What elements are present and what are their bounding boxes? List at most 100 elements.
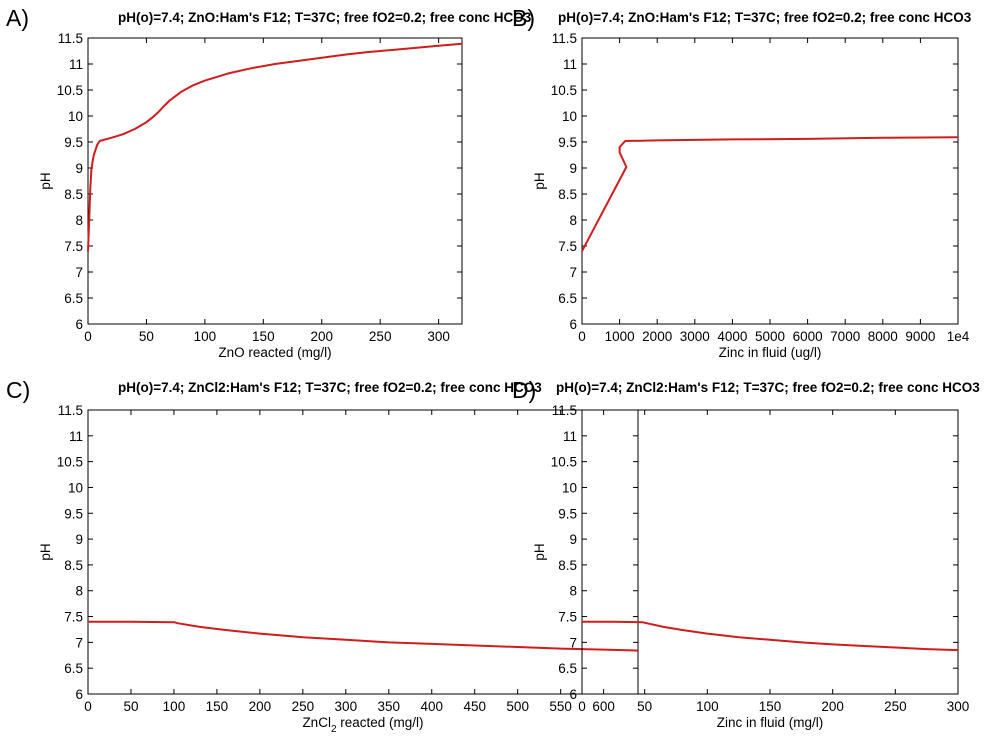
series-line-1	[88, 620, 639, 652]
y-tick-label: 11	[69, 57, 83, 72]
y-tick-label: 7	[75, 635, 83, 650]
y-tick-label: 7.5	[558, 610, 577, 625]
panel-letter: B)	[512, 5, 535, 31]
y-tick-label: 8	[75, 584, 83, 599]
x-tick-label: 150	[759, 699, 782, 714]
x-axis-label-text: ZnO reacted (mg/l)	[218, 345, 331, 360]
chart-title: pH(o)=7.4; ZnCl2:Ham's F12; T=37C; free …	[556, 380, 980, 395]
x-tick-label: 250	[884, 699, 907, 714]
y-tick-label: 10.5	[57, 455, 83, 470]
y-tick-label: 6.5	[558, 661, 577, 676]
x-axis-label: ZnCl2 reacted (mg/l)	[302, 715, 423, 735]
y-tick-label: 11.5	[58, 403, 83, 418]
y-tick-label: 8	[569, 213, 577, 228]
y-tick-label: 9	[569, 532, 577, 547]
y-tick-label: 11	[563, 429, 577, 444]
series-line-1	[582, 620, 959, 652]
y-tick-label: 7	[569, 635, 577, 650]
y-tick-label: 8.5	[558, 187, 577, 202]
y-tick-label: 10	[68, 480, 83, 495]
x-tick-label: 50	[139, 329, 154, 344]
x-axis-label-text: Zinc in fluid (ug/l)	[719, 345, 822, 360]
y-tick-label: 11	[563, 57, 577, 72]
x-tick-label: 300	[947, 699, 970, 714]
x-tick-label: 0	[578, 699, 586, 714]
y-tick-label: 10	[68, 109, 83, 124]
x-tick-label: 50	[123, 699, 138, 714]
plot-frame	[581, 37, 959, 325]
y-tick-label: 9	[75, 532, 83, 547]
x-tick-label: 500	[506, 699, 529, 714]
x-tick-label: 150	[252, 329, 275, 344]
x-tick-label: 8000	[868, 329, 898, 344]
y-tick-label: 9.5	[558, 506, 577, 521]
y-tick-label: 7.5	[64, 610, 83, 625]
x-tick-label: 200	[249, 699, 272, 714]
y-tick-label: 7	[75, 265, 83, 280]
x-tick-label: 100	[163, 699, 186, 714]
chart-panel-1: A) pH(o)=7.4; ZnO:Ham's F12; T=37C; free …	[6, 5, 532, 360]
x-tick-label: 550	[549, 699, 572, 714]
y-tick-label: 8.5	[64, 187, 83, 202]
x-axis-label-subscript: 2	[331, 724, 337, 735]
y-tick-label: 6	[569, 317, 577, 332]
x-tick-label: 2000	[642, 329, 672, 344]
y-tick-label: 8.5	[558, 558, 577, 573]
x-axis-label-text: Zinc in fluid (mg/l)	[717, 715, 824, 730]
x-tick-label: 0	[84, 699, 92, 714]
x-tick-label: 600	[592, 699, 615, 714]
x-tick-label: 1000	[605, 329, 635, 344]
chart-title: pH(o)=7.4; ZnO:Ham's F12; T=37C; free fO…	[558, 10, 972, 25]
plot-frame	[87, 37, 463, 325]
y-tick-label: 11.5	[552, 31, 577, 46]
y-tick-label: 8	[75, 213, 83, 228]
x-tick-label: 5000	[755, 329, 785, 344]
y-axis-label: pH	[532, 172, 547, 189]
y-tick-label: 7.5	[64, 239, 83, 254]
chart-title: pH(o)=7.4; ZnCl2:Ham's F12; T=37C; free …	[118, 380, 542, 395]
x-tick-label: 1e4	[947, 329, 970, 344]
x-tick-label: 300	[427, 329, 450, 344]
x-tick-label: 50	[637, 699, 652, 714]
x-axis-label: ZnO reacted (mg/l)	[218, 345, 331, 360]
x-tick-label: 300	[335, 699, 358, 714]
y-tick-label: 9.5	[558, 135, 577, 150]
y-tick-label: 6	[75, 317, 83, 332]
y-axis-label: pH	[38, 543, 53, 560]
x-tick-label: 200	[310, 329, 333, 344]
x-axis-label-text: ZnCl	[302, 715, 331, 730]
x-tick-label: 6000	[793, 329, 823, 344]
panel-letter: C)	[6, 377, 30, 403]
x-axis-label: Zinc in fluid (mg/l)	[717, 715, 824, 730]
plot-frame	[87, 409, 639, 695]
y-axis-label: pH	[38, 172, 53, 189]
series-line-1	[581, 136, 959, 252]
y-tick-label: 9	[569, 161, 577, 176]
y-tick-label: 9.5	[64, 506, 83, 521]
y-tick-label: 6.5	[558, 291, 577, 306]
y-tick-label: 8.5	[64, 558, 83, 573]
x-tick-label: 0	[84, 329, 92, 344]
chart-panel-4: D) pH(o)=7.4; ZnCl2:Ham's F12; T=37C; fre…	[512, 377, 980, 730]
x-tick-label: 400	[420, 699, 443, 714]
chart-title: pH(o)=7.4; ZnO:Ham's F12; T=37C; free fO…	[118, 10, 532, 25]
x-axis-label-suffix: reacted (mg/l)	[337, 715, 424, 730]
x-tick-label: 250	[369, 329, 392, 344]
y-tick-label: 6.5	[64, 661, 83, 676]
y-tick-label: 8	[569, 584, 577, 599]
x-tick-label: 350	[378, 699, 401, 714]
y-tick-label: 9.5	[64, 135, 83, 150]
x-tick-label: 150	[206, 699, 229, 714]
y-tick-label: 10.5	[551, 455, 577, 470]
x-tick-label: 0	[578, 329, 586, 344]
y-tick-label: 10.5	[57, 83, 83, 98]
y-tick-label: 6.5	[64, 291, 83, 306]
x-tick-label: 7000	[830, 329, 860, 344]
x-tick-label: 100	[696, 699, 719, 714]
x-tick-label: 100	[194, 329, 217, 344]
panel-letter: D)	[512, 377, 536, 403]
y-tick-label: 7.5	[558, 239, 577, 254]
y-tick-label: 11.5	[58, 31, 83, 46]
y-tick-label: 9	[75, 161, 83, 176]
